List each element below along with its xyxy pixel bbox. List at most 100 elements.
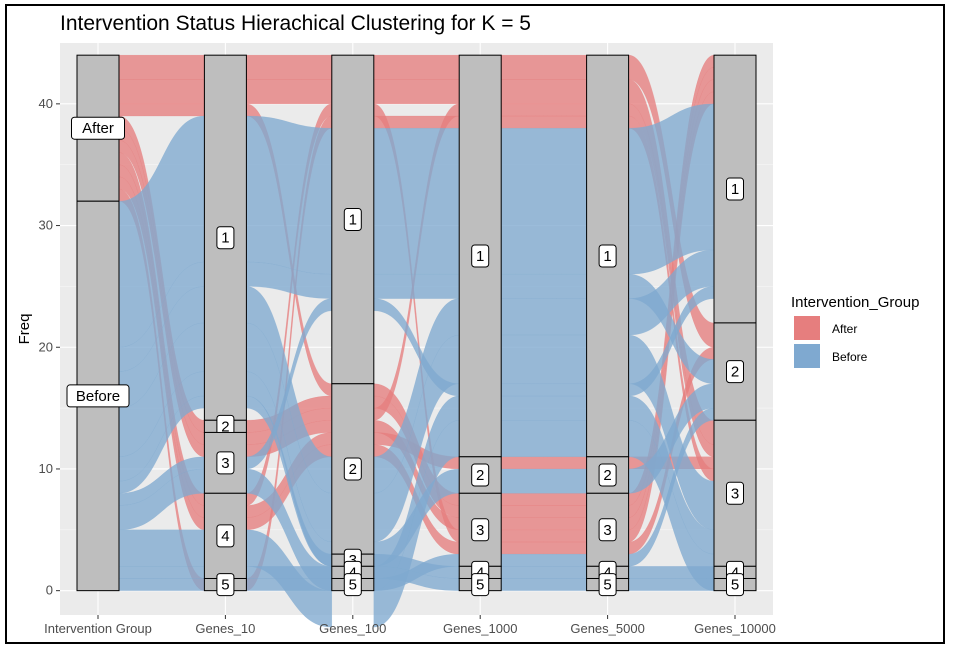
stratum-label-group: 4 [216, 524, 235, 548]
stratum-label: 2 [603, 467, 611, 484]
stratum-label: 4 [349, 564, 357, 581]
flow-after [373, 115, 460, 129]
stratum-label-box [726, 481, 744, 505]
flow-before [501, 566, 587, 579]
stratum-label: 3 [603, 522, 611, 539]
flow-after [118, 103, 205, 117]
flow-after [246, 54, 332, 80]
legend-key-before [794, 344, 820, 368]
stratum-label-box [726, 177, 744, 201]
flow-after [501, 529, 587, 543]
flow-before [246, 115, 332, 275]
stratum-label: 2 [731, 364, 739, 381]
flow-after [373, 54, 460, 80]
stratum-label-box [471, 573, 490, 597]
flow-after [501, 517, 587, 531]
stratum-label: 3 [731, 485, 739, 502]
x-tick-label: Genes_10 [195, 621, 255, 636]
stratum-label: 1 [731, 181, 739, 198]
stratum-label: 1 [349, 211, 357, 228]
stratum-label-box [343, 457, 362, 481]
flow-after [501, 541, 587, 555]
legend-key-after [794, 316, 820, 340]
flow-after [118, 54, 205, 80]
stratum-label-box [471, 244, 490, 268]
x-tick-label: Genes_1000 [443, 621, 517, 636]
flow-before [501, 395, 587, 421]
stratum-label: 4 [731, 564, 739, 581]
stratum-label-group: 1 [598, 244, 617, 268]
stratum-label-group: 2 [471, 463, 490, 487]
stratum-label: 2 [221, 418, 229, 435]
stratum-label-box [216, 524, 235, 548]
stratum-label: 3 [349, 552, 357, 569]
y-tick-label: 40 [39, 96, 53, 111]
x-tick-label: Genes_100 [319, 621, 386, 636]
chart-title: Intervention Status Hierachical Clusteri… [60, 12, 531, 35]
stratum-label-box [343, 207, 362, 231]
flow-after [501, 54, 587, 80]
flow-before [501, 468, 587, 494]
flow-before [118, 566, 205, 579]
flow-before [246, 578, 332, 591]
stratum-label-box [598, 573, 617, 597]
stratum-label: 1 [476, 248, 484, 265]
x-axis: Intervention Group Genes_10 Genes_100 Genes… [44, 615, 776, 636]
flow-before [628, 578, 715, 591]
flow-after [246, 79, 332, 105]
stratum-label-group: 2 [343, 457, 362, 481]
stratum-label-box [471, 463, 490, 487]
x-tick-label: Intervention Group [44, 621, 152, 636]
flow-after [501, 103, 587, 117]
y-axis-title: Freq [16, 314, 33, 345]
stratum-label: 4 [476, 564, 484, 581]
flow-after [501, 115, 587, 129]
stratum-label-box [598, 518, 617, 542]
stratum-label: 1 [221, 230, 229, 247]
stratum-label-box [343, 573, 362, 597]
legend-title: Intervention_Group [791, 294, 919, 311]
stratum-label-group: 1 [343, 207, 362, 231]
flow-before [501, 578, 587, 591]
stratum-label: 4 [603, 564, 611, 581]
x-tick-label: Genes_5000 [570, 621, 644, 636]
flow-before [501, 553, 587, 567]
stratum-label-group: 1 [471, 244, 490, 268]
stratum-label-group: 1 [216, 226, 235, 250]
stratum-label-box [598, 463, 617, 487]
flow-after [501, 505, 587, 518]
stratum-label: 2 [476, 467, 484, 484]
stratum-label-group: 2 [598, 463, 617, 487]
stratum-label-group: 5 [343, 573, 362, 597]
stratum-label: Before [76, 388, 120, 405]
stratum-label-group: After [71, 116, 125, 140]
flow-after [501, 493, 587, 506]
stratum-label: After [82, 120, 114, 137]
stratum-label-group: 3 [726, 481, 744, 505]
legend-label-after: After [832, 322, 857, 336]
stratum-label-group: 3 [216, 451, 235, 475]
flow-before [118, 529, 205, 567]
stratum-label-group: 1 [726, 177, 744, 201]
flow-after [118, 79, 205, 105]
y-tick-label: 10 [39, 461, 53, 476]
stratum-label-group: 5 [598, 573, 617, 597]
stratum-label-box [216, 226, 235, 250]
flow-before [501, 334, 587, 384]
legend-label-before: Before [832, 350, 868, 364]
flows [118, 54, 715, 628]
flow-before [501, 127, 587, 275]
stratum-label-box [216, 573, 235, 597]
flow-before [501, 274, 587, 299]
flow-after [373, 79, 460, 105]
flow-before [373, 127, 460, 275]
flow-after [501, 456, 587, 470]
stratum-label: 1 [603, 248, 611, 265]
y-tick-label: 20 [39, 339, 53, 354]
y-tick-label: 30 [39, 218, 53, 233]
stratum-label-group: 3 [471, 518, 490, 542]
y-axis: 0 10 20 30 40 [39, 96, 60, 598]
stratum-label-group: Before [66, 384, 130, 408]
